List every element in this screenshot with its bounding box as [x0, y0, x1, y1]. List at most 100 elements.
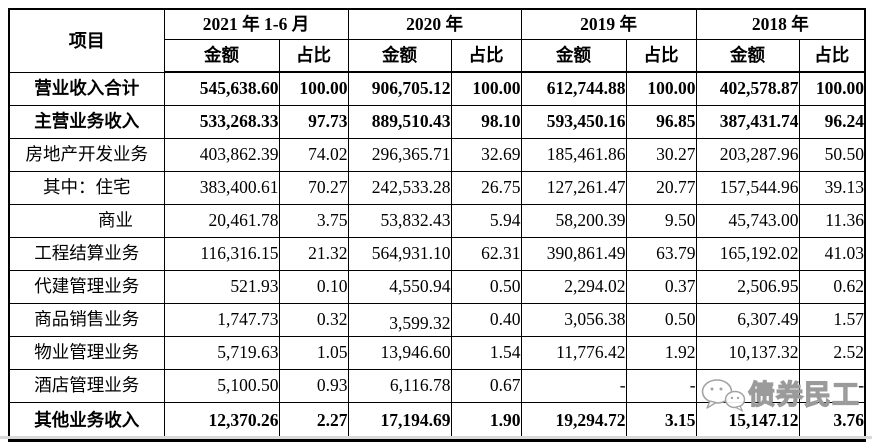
ratio-cell: 26.75	[450, 171, 522, 205]
ratio-cell: 32.69	[450, 138, 522, 172]
item-label-cell: 商业	[8, 204, 165, 238]
amount-cell: 6,307.49	[695, 303, 800, 337]
amount-cell: 58,200.39	[520, 204, 627, 238]
amount-cell: 17,194.69	[347, 402, 452, 441]
amount-header: 金额	[695, 39, 800, 73]
amount-cell: 5,719.63	[163, 336, 280, 370]
ratio-cell: 100.00	[278, 71, 349, 106]
item-label-cell: 其他业务收入	[8, 402, 165, 441]
ratio-cell: 0.10	[278, 270, 349, 304]
table-header: 项目 2021 年 1-6 月 2020 年 2019 年 2018 年 金额 …	[8, 8, 866, 73]
table-row: 代建管理业务 521.93 0.10 4,550.94 0.50 2,294.02 0.37…	[8, 270, 866, 304]
ratio-cell: 21.32	[278, 237, 349, 271]
ratio-cell: 20.77	[625, 171, 697, 205]
amount-cell: 612,744.88	[520, 71, 627, 106]
ratio-cell: 3.75	[278, 204, 349, 238]
item-label-cell: 物业管理业务	[8, 336, 165, 370]
amount-cell: 242,533.28	[347, 171, 452, 205]
amount-cell: 1,747.73	[163, 303, 280, 337]
amount-cell: 889,510.43	[347, 105, 452, 139]
bottom-edge-strip	[0, 436, 872, 439]
item-label-cell: 营业收入合计	[8, 71, 165, 106]
table-row: 工程结算业务 116,316.15 21.32 564,931.10 62.31 390,…	[8, 237, 866, 271]
ratio-cell: 0.67	[450, 369, 522, 403]
amount-cell: 165,192.02	[695, 237, 800, 271]
amount-cell: 53,832.43	[347, 204, 452, 238]
ratio-cell: 0.50	[625, 303, 697, 337]
ratio-cell: 0.40	[450, 303, 522, 337]
item-label-cell: 酒店管理业务	[8, 369, 165, 403]
period-header-row: 项目 2021 年 1-6 月 2020 年 2019 年 2018 年	[8, 8, 866, 73]
ratio-cell: 1.90	[450, 402, 522, 441]
period-header-2021h1: 2021 年 1-6 月	[163, 8, 349, 40]
table-row: 主营业务收入 533,268.33 97.73 889,510.43 98.10 593,…	[8, 105, 866, 139]
ratio-cell: 96.85	[625, 105, 697, 139]
amount-cell: 19,294.72	[520, 402, 627, 441]
ratio-cell: 50.50	[798, 138, 866, 172]
amount-cell: 390,861.49	[520, 237, 627, 271]
ratio-cell: 97.73	[278, 105, 349, 139]
amount-cell: 185,461.86	[520, 138, 627, 172]
ratio-cell: 1.05	[278, 336, 349, 370]
ratio-header: 占比	[798, 39, 866, 73]
amount-cell: 533,268.33	[163, 105, 280, 139]
table-row: 商业 20,461.78 3.75 53,832.43 5.94 58,200.39 9.5…	[8, 204, 866, 238]
amount-cell: 2,294.02	[520, 270, 627, 304]
item-label-cell: 代建管理业务	[8, 270, 165, 304]
amount-cell: 116,316.15	[163, 237, 280, 271]
ratio-cell: 1.54	[450, 336, 522, 370]
amount-cell: 906,705.12	[347, 71, 452, 106]
amount-header: 金额	[520, 39, 627, 73]
period-header-2018: 2018 年	[695, 8, 866, 40]
amount-cell: 157,544.96	[695, 171, 800, 205]
ratio-cell: 2.27	[278, 402, 349, 441]
item-label-cell: 其中：住宅	[8, 171, 165, 205]
period-header-2019: 2019 年	[520, 8, 697, 40]
ratio-cell: -	[798, 369, 866, 403]
ratio-cell: 1.57	[798, 303, 866, 337]
table-row: 其他业务收入 12,370.26 2.27 17,194.69 1.90 19,294.7…	[8, 402, 866, 441]
amount-cell: -	[520, 369, 627, 403]
table-row: 商品销售业务 1,747.73 0.32 3,599.32 0.40 3,056.38 0.…	[8, 303, 866, 337]
amount-cell: 545,638.60	[163, 71, 280, 106]
amount-cell: 521.93	[163, 270, 280, 304]
ratio-cell: -	[625, 369, 697, 403]
ratio-cell: 98.10	[450, 105, 522, 139]
amount-cell: 564,931.10	[347, 237, 452, 271]
ratio-cell: 0.62	[798, 270, 866, 304]
ratio-cell: 1.92	[625, 336, 697, 370]
amount-header: 金额	[347, 39, 452, 73]
amount-cell: 203,287.96	[695, 138, 800, 172]
table-row: 其中：住宅 383,400.61 70.27 242,533.28 26.75 127,2…	[8, 171, 866, 205]
ratio-cell: 9.50	[625, 204, 697, 238]
table-row: 营业收入合计 545,638.60 100.00 906,705.12 100.00 61…	[8, 71, 866, 106]
ratio-cell: 3.76	[798, 402, 866, 441]
amount-cell: 15,147.12	[695, 402, 800, 441]
item-label-cell: 商品销售业务	[8, 303, 165, 337]
ratio-cell: 70.27	[278, 171, 349, 205]
ratio-cell: 63.79	[625, 237, 697, 271]
table-row: 房地产开发业务 403,862.39 74.02 296,365.71 32.69 185…	[8, 138, 866, 172]
amount-cell: 12,370.26	[163, 402, 280, 441]
ratio-cell: 2.52	[798, 336, 866, 370]
table-body: 营业收入合计 545,638.60 100.00 906,705.12 100.00 61…	[8, 71, 866, 441]
amount-cell: 45,743.00	[695, 204, 800, 238]
ratio-cell: 30.27	[625, 138, 697, 172]
amount-cell: 4,550.94	[347, 270, 452, 304]
amount-cell: 387,431.74	[695, 105, 800, 139]
amount-cell: 296,365.71	[347, 138, 452, 172]
item-label-cell: 房地产开发业务	[8, 138, 165, 172]
ratio-header: 占比	[450, 39, 522, 73]
amount-cell: 13,946.60	[347, 336, 452, 370]
ratio-cell: 100.00	[798, 71, 866, 106]
amount-cell: 10,137.32	[695, 336, 800, 370]
ratio-cell: 74.02	[278, 138, 349, 172]
amount-cell: 402,578.87	[695, 71, 800, 106]
ratio-cell: 0.32	[278, 303, 349, 337]
ratio-cell: 0.50	[450, 270, 522, 304]
period-header-2020: 2020 年	[347, 8, 522, 40]
ratio-header: 占比	[278, 39, 349, 73]
ratio-cell: 11.36	[798, 204, 866, 238]
ratio-cell: 3.15	[625, 402, 697, 441]
ratio-cell: 0.37	[625, 270, 697, 304]
